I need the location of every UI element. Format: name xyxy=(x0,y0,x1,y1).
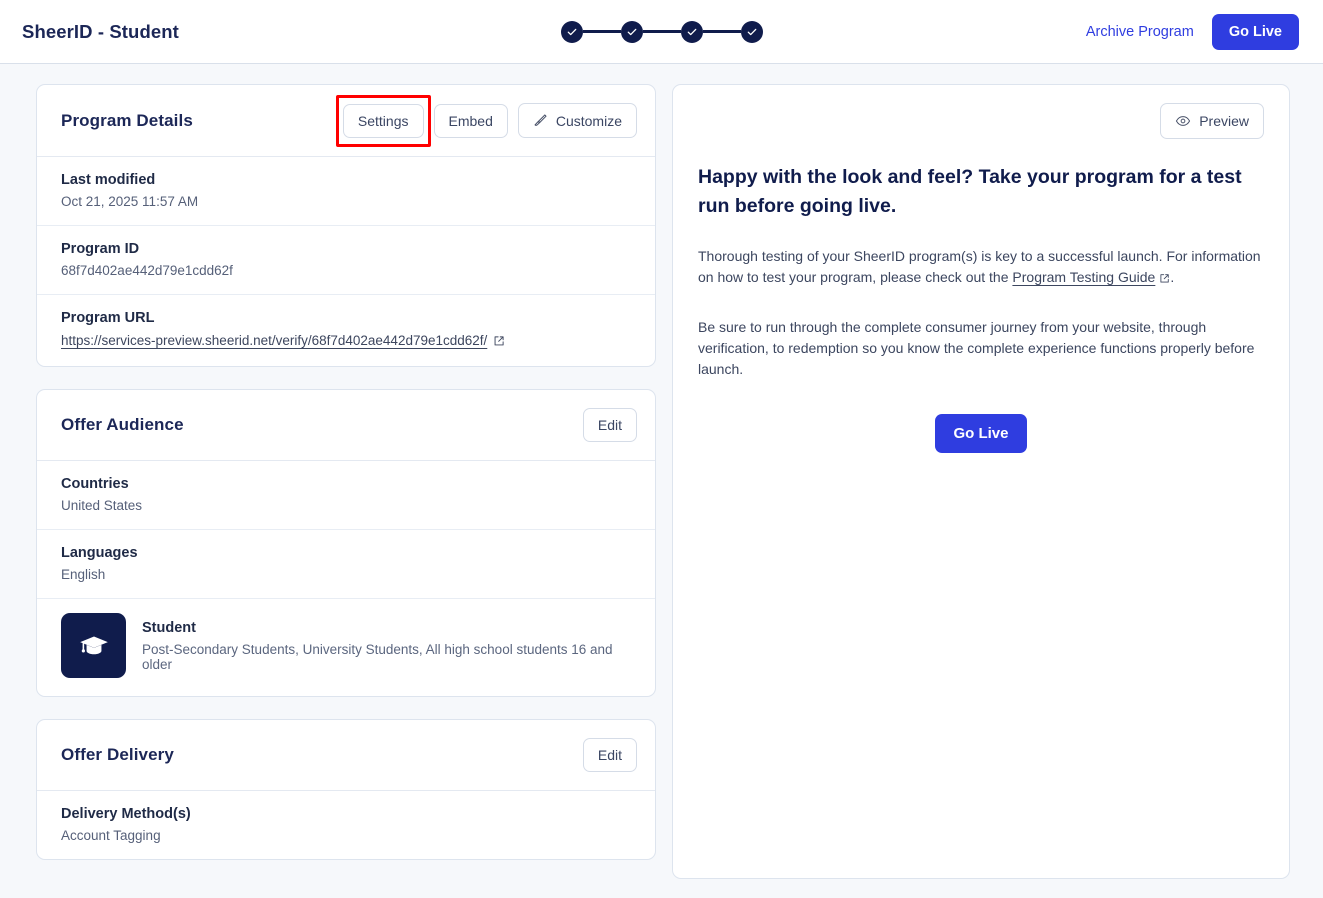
detail-value: United States xyxy=(61,498,143,513)
program-url-link[interactable]: https://services-preview.sheerid.net/ver… xyxy=(61,333,505,348)
program-details-card: Program Details Settings Embed Customize xyxy=(36,84,656,367)
offer-audience-actions: Edit xyxy=(582,408,637,442)
stepper-connector-1 xyxy=(582,30,621,33)
audience-icon-tile xyxy=(61,613,126,678)
detail-label: Countries xyxy=(61,476,129,492)
go-live-panel: Preview Happy with the look and feel? Ta… xyxy=(672,84,1290,879)
offer-audience-header: Offer Audience Edit xyxy=(37,390,655,461)
stepper-step-3[interactable] xyxy=(680,20,703,43)
paintbrush-icon xyxy=(534,114,547,126)
go-live-button-header[interactable]: Go Live xyxy=(1211,13,1299,50)
edit-offer-delivery-button[interactable]: Edit xyxy=(582,738,637,772)
program-details-actions: Settings Embed Customize xyxy=(335,94,637,147)
detail-value: Oct 21, 2025 11:57 AM xyxy=(61,194,199,209)
detail-label: Last modified xyxy=(61,172,156,188)
program-details-header: Program Details Settings Embed Customize xyxy=(37,85,655,157)
audience-name: Student xyxy=(142,619,196,636)
eye-icon xyxy=(1176,116,1191,126)
detail-row-last-modified: Last modified Oct 21, 2025 11:57 AM xyxy=(37,157,655,226)
page-title: SheerID - Student xyxy=(22,20,179,42)
check-icon xyxy=(627,28,636,35)
panel-heading: Happy with the look and feel? Take your … xyxy=(698,166,1242,217)
detail-value: English xyxy=(61,567,106,582)
detail-label: Delivery Method(s) xyxy=(61,806,191,822)
customize-button-label: Customize xyxy=(555,112,622,129)
detail-value: 68f7d402ae442d79e1cdd62f xyxy=(61,263,233,278)
detail-row-languages: Languages English xyxy=(37,530,655,599)
page-body: Program Details Settings Embed Customize xyxy=(0,64,1323,898)
edit-offer-audience-button[interactable]: Edit xyxy=(582,408,637,442)
embed-button[interactable]: Embed xyxy=(433,103,508,138)
detail-row-program-id: Program ID 68f7d402ae442d79e1cdd62f xyxy=(37,226,655,295)
offer-delivery-header: Offer Delivery Edit xyxy=(37,720,655,791)
offer-audience-card: Offer Audience Edit Countries United Sta… xyxy=(36,389,656,697)
graduation-cap-icon xyxy=(79,635,108,654)
settings-highlight-annotation: Settings xyxy=(335,94,431,147)
panel-paragraph-1: Thorough testing of your SheerID program… xyxy=(698,246,1264,287)
check-icon xyxy=(567,28,576,35)
right-column: Preview Happy with the look and feel? Ta… xyxy=(672,84,1290,879)
program-testing-guide-link[interactable]: Program Testing Guide xyxy=(1012,269,1170,285)
program-testing-guide-label: Program Testing Guide xyxy=(1012,268,1156,285)
check-icon xyxy=(687,28,696,35)
detail-label: Languages xyxy=(61,545,138,561)
app-header: SheerID - Student Archive Program Go Liv… xyxy=(0,0,1323,64)
stepper-connector-2 xyxy=(642,30,681,33)
offer-audience-title: Offer Audience xyxy=(61,415,184,434)
detail-label: Program ID xyxy=(61,241,140,257)
panel-paragraph-2: Be sure to run through the complete cons… xyxy=(698,319,1255,377)
external-link-icon xyxy=(494,335,504,345)
go-live-button-panel[interactable]: Go Live xyxy=(935,414,1027,454)
paragraph-1-after: . xyxy=(1170,268,1175,285)
stepper-connector-3 xyxy=(702,30,741,33)
stepper-step-2[interactable] xyxy=(620,20,643,43)
audience-description: Post-Secondary Students, University Stud… xyxy=(142,641,613,672)
customize-button[interactable]: Customize xyxy=(517,103,637,138)
stepper-step-1[interactable] xyxy=(560,20,583,43)
offer-delivery-card: Offer Delivery Edit Delivery Method(s) A… xyxy=(36,719,656,860)
stepper-step-4[interactable] xyxy=(740,20,763,43)
audience-segment-text: Student Post-Secondary Students, Univers… xyxy=(142,620,631,672)
detail-row-program-url: Program URL https://services-preview.she… xyxy=(37,295,655,366)
external-link-icon xyxy=(1160,274,1170,283)
progress-stepper xyxy=(560,20,763,43)
audience-segment-row: Student Post-Secondary Students, Univers… xyxy=(37,599,655,696)
preview-button-label: Preview xyxy=(1199,113,1249,129)
check-icon xyxy=(747,28,756,35)
detail-label: Program URL xyxy=(61,310,155,326)
header-actions: Archive Program Go Live xyxy=(1084,13,1299,50)
archive-program-button[interactable]: Archive Program xyxy=(1084,20,1196,44)
paragraph-1-before: Thorough testing of your SheerID program… xyxy=(698,248,1261,285)
detail-row-delivery-method: Delivery Method(s) Account Tagging xyxy=(37,791,655,859)
offer-delivery-actions: Edit xyxy=(582,738,637,772)
panel-cta-area: Go Live xyxy=(698,414,1264,454)
detail-value: Account Tagging xyxy=(61,828,161,843)
settings-button[interactable]: Settings xyxy=(342,103,424,138)
panel-header: Preview xyxy=(698,103,1264,139)
offer-delivery-title: Offer Delivery xyxy=(61,745,174,764)
program-details-title: Program Details xyxy=(61,110,193,130)
program-url-text: https://services-preview.sheerid.net/ver… xyxy=(61,333,488,348)
preview-button[interactable]: Preview xyxy=(1160,103,1264,139)
left-column: Program Details Settings Embed Customize xyxy=(36,84,656,898)
detail-row-countries: Countries United States xyxy=(37,461,655,530)
